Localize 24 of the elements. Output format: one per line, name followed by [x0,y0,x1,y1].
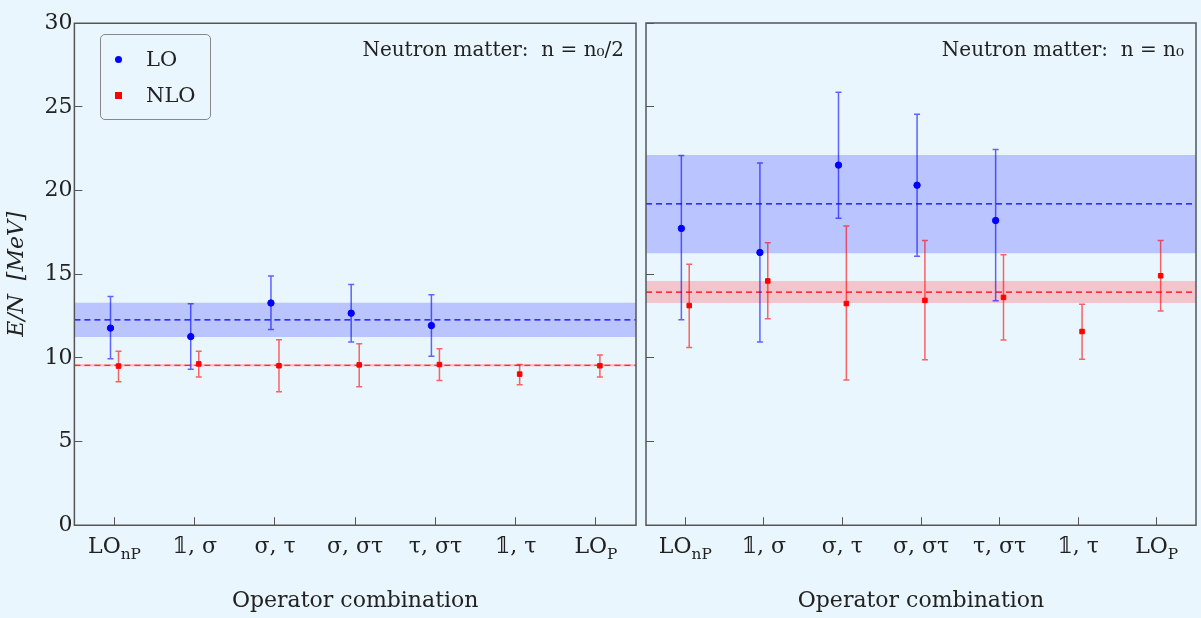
legend-label: LO [146,47,178,71]
x-tick-label: σ, στ [892,533,950,559]
x-tick-label: 𝟙, τ [494,533,537,559]
text: Neutron matter: n = n₀ [941,37,1184,62]
y-tick-label: 5 [58,427,73,453]
y-tick-label: 25 [44,92,73,118]
x-tick-label: 𝟙, τ [1057,533,1099,559]
legend-label: NLO [146,83,196,107]
x-axis-title: Operator combination [231,586,479,612]
x-tick-label: σ, τ [254,533,296,559]
x-tick-label: 𝟙, σ [172,533,217,559]
text: Neutron matter: n = n₀/2 [362,37,624,62]
y-tick-label: 30 [44,8,73,34]
x-tick-label: τ, στ [972,533,1027,559]
y-axis-title: E/N [MeV] [2,211,28,338]
x-axis-title: Operator combination [797,586,1045,612]
x-tick-label: σ, στ [327,533,384,559]
y-tick-label: 10 [44,343,73,369]
x-tick-label: τ, στ [408,533,463,559]
y-tick-label: 20 [44,176,73,202]
y-tick-label: 15 [44,259,73,285]
x-tick-label: σ, τ [821,533,864,559]
y-tick-label: 0 [58,510,73,536]
x-tick-label: 𝟙, σ [741,533,787,559]
